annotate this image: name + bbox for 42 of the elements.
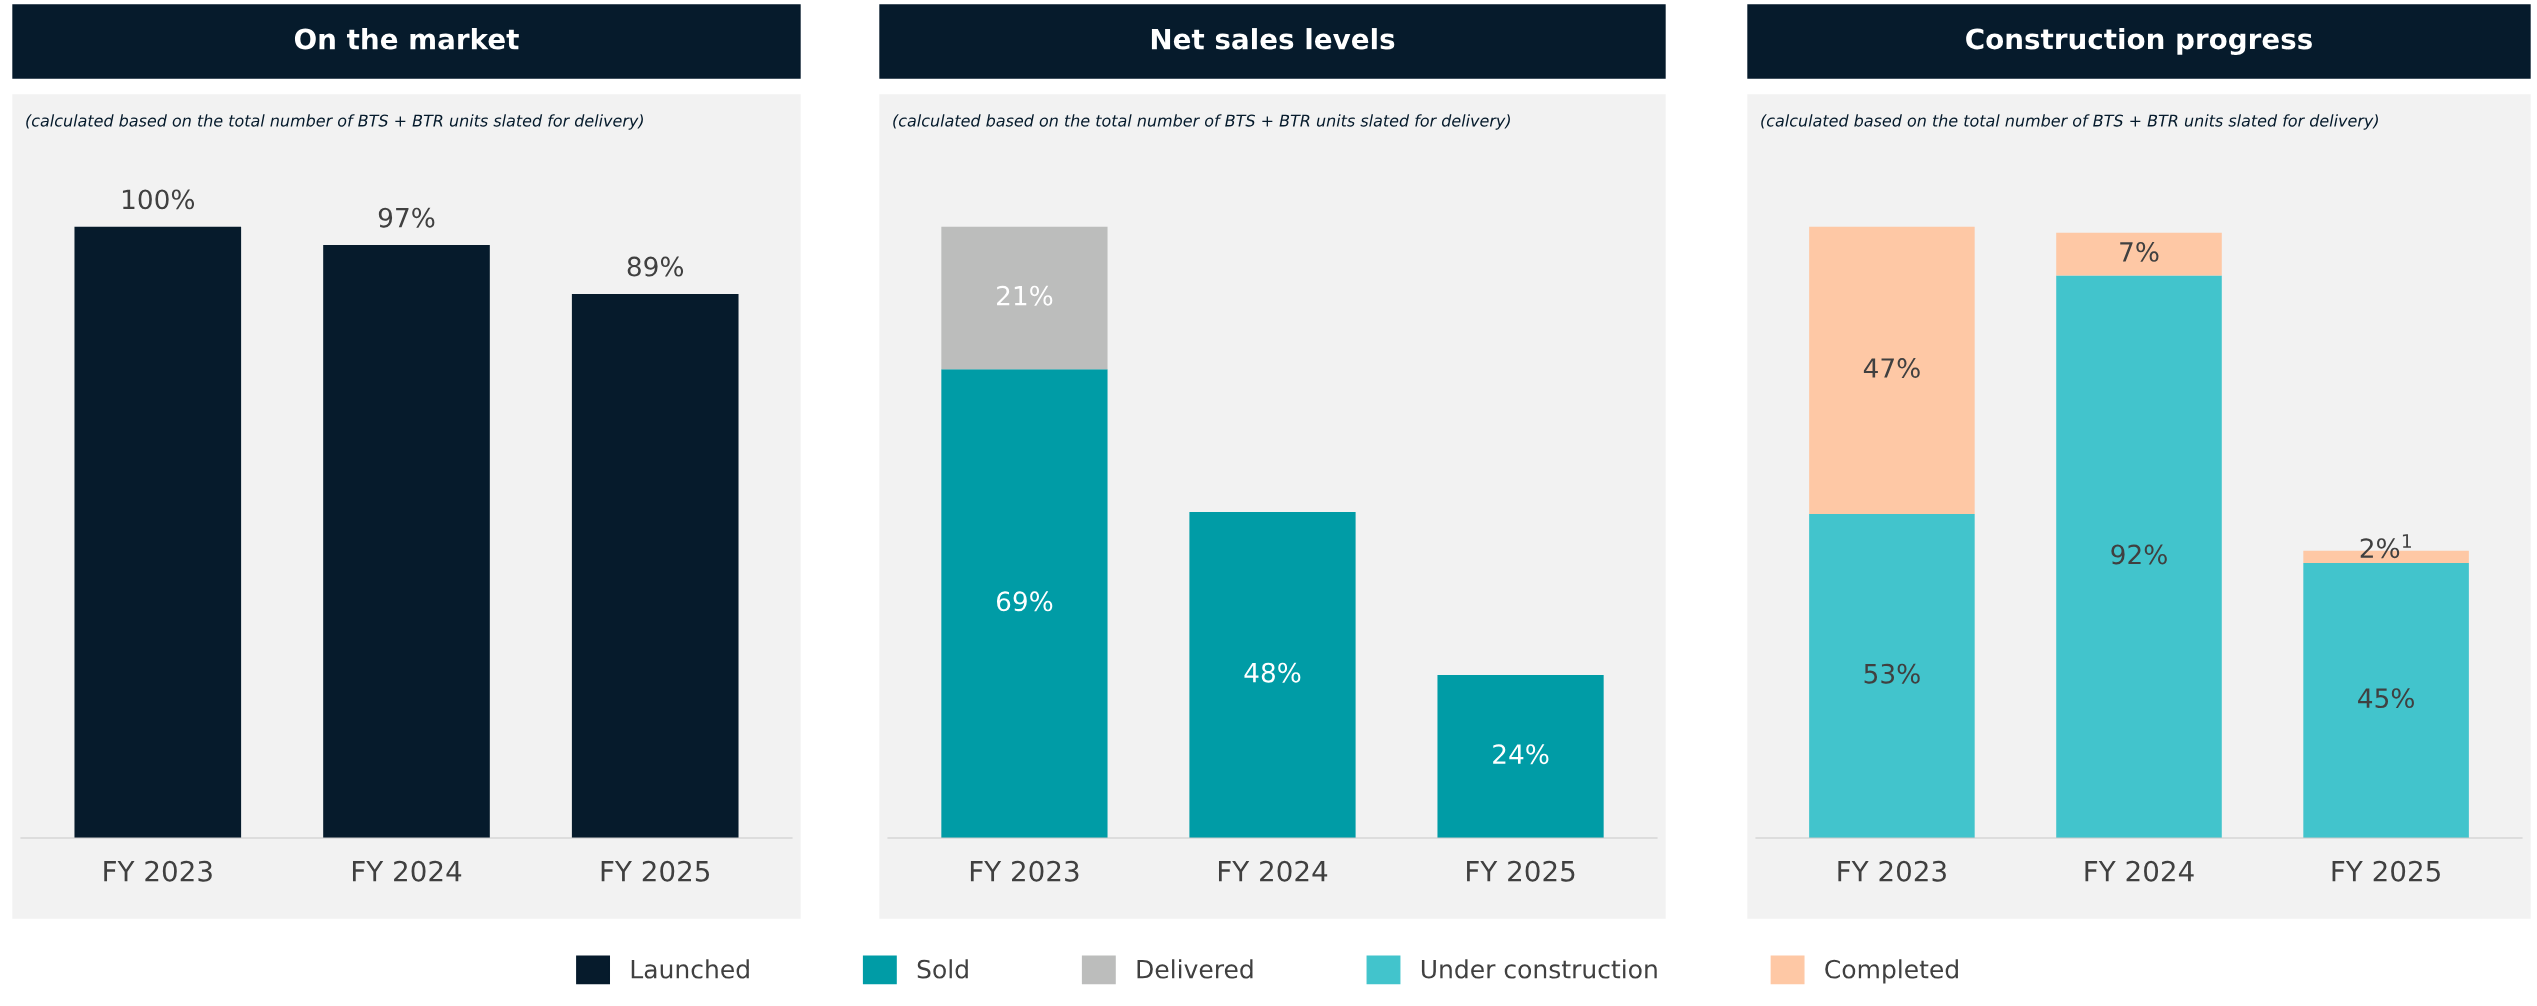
legend-label: Launched [631,959,749,979]
bar [941,369,1108,838]
legend-label: Completed [1825,959,1958,984]
legend-label: Delivered [1137,959,1253,979]
bar [1437,674,1604,838]
data-label: 97% [378,207,435,228]
legend-label: Sold [917,959,968,979]
chart-subtitle: (calculated based on the total number of BTS + BTR units slated for delivery) [26,114,643,130]
x-tick-label: FY 2025 [1467,860,1575,882]
chart-subtitle: (calculated based on the total number of BTS + BTR units slated for delivery) [1761,114,2378,130]
bar [1189,511,1356,838]
chart-title: Net sales levels [1151,28,1395,50]
data-label: 92% [2111,544,2167,565]
x-tick-label: FY 2023 [104,860,212,882]
chart-subtitle: (calculated based on the total number of BTS + BTR units slated for delivery) [893,114,1510,130]
bar [2056,232,2222,276]
data-label: 53% [1864,663,1920,684]
data-label: 69% [996,591,1053,612]
legend-label: Under construction [1421,959,1657,979]
x-tick-label: FY 2023 [1838,860,1946,882]
data-label: 24% [1493,744,1549,765]
data-label: 7% [2120,241,2159,262]
x-tick-label: FY 2023 [970,860,1079,882]
x-tick-label: FY 2024 [2085,860,2194,882]
chart-title: Construction progress [1966,27,2312,56]
data-label: 45% [2358,688,2414,709]
data-label: 2%$^{1}$ [2360,534,2411,559]
x-tick-label: FY 2025 [2332,860,2440,882]
data-label: 21% [997,285,1053,306]
bar [1809,514,1975,838]
chart-title: On the market [294,28,519,50]
x-tick-label: FY 2024 [1218,860,1328,882]
data-label: 89% [627,256,684,277]
bar [2303,562,2469,838]
data-label: 47% [1863,358,1920,378]
bar [2056,275,2222,838]
data-label: 100% [122,189,195,210]
x-tick-label: FY 2024 [352,860,462,882]
bar [941,226,1108,370]
bar [1809,226,1975,514]
data-label: 48% [1244,662,1301,683]
x-tick-label: FY 2025 [601,860,710,882]
